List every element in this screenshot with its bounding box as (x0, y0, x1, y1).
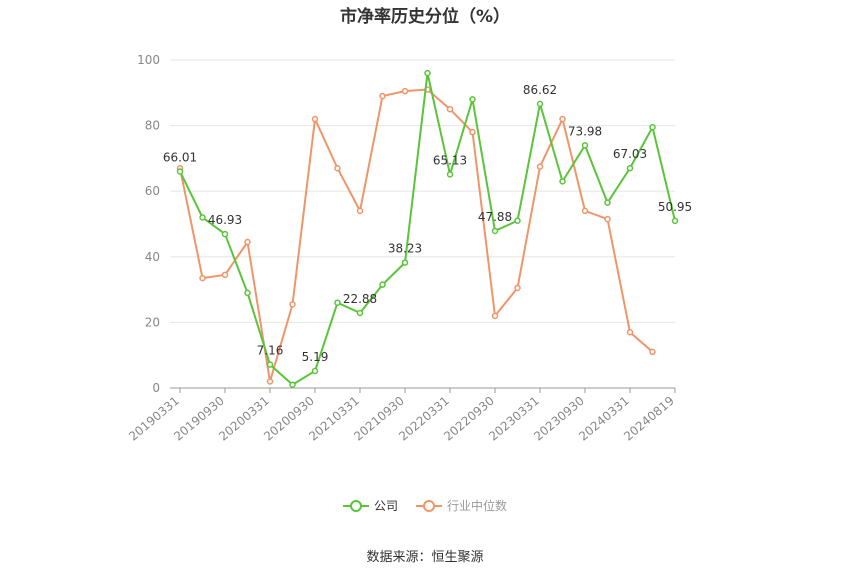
data-point-industry-median (446, 105, 454, 113)
data-point-industry-median (469, 128, 476, 136)
data-point-industry-median (581, 207, 589, 215)
data-point-company (266, 361, 274, 368)
data-point-company (671, 217, 679, 225)
y-tick-label: 20 (145, 315, 160, 329)
data-point-company (334, 299, 341, 306)
data-label: 47.88 (478, 210, 512, 224)
data-point-company (401, 259, 409, 266)
data-label: 46.93 (208, 213, 242, 227)
y-tick-label: 60 (145, 184, 160, 198)
y-tick-label: 40 (145, 250, 160, 264)
data-point-industry-median (221, 271, 229, 279)
legend-company-label: 公司 (373, 499, 398, 513)
data-label: 50.95 (658, 200, 692, 214)
data-point-industry-median (604, 215, 611, 223)
data-point-company (514, 217, 521, 224)
data-point-company (356, 309, 364, 317)
data-point-industry-median (491, 312, 499, 320)
data-point-industry-median (559, 115, 566, 123)
legend-company-symbol-icon (342, 499, 369, 513)
series-line-company (179, 72, 676, 386)
data-point-company (289, 381, 296, 388)
data-point-company (559, 178, 566, 185)
data-source: 数据来源：恒生聚源 (366, 550, 484, 565)
data-point-company (626, 164, 634, 172)
data-point-company (244, 289, 251, 297)
legend-item-company[interactable]: 公司 (342, 497, 398, 514)
y-tick-label: 80 (145, 119, 160, 133)
data-point-company (469, 96, 476, 103)
data-point-company (221, 230, 229, 238)
data-label: 7.16 (257, 344, 284, 358)
data-label: 22.88 (343, 292, 377, 306)
chart-title: 市净率历史分位（%） (339, 7, 511, 27)
legend-item-industry-median[interactable]: 行业中位数 (416, 497, 507, 514)
data-label: 73.98 (568, 124, 602, 138)
data-label: 67.03 (613, 147, 647, 161)
data-point-industry-median (536, 163, 544, 170)
data-point-company (176, 168, 184, 175)
data-point-company (379, 281, 386, 288)
data-point-industry-median (266, 378, 274, 385)
data-point-industry-median (649, 348, 656, 356)
legend-industry-symbol-icon (416, 499, 442, 513)
data-label: 38.23 (388, 242, 422, 256)
data-point-industry-median (626, 328, 634, 336)
data-point-industry-median (401, 87, 409, 95)
data-label: 86.62 (523, 83, 557, 97)
legend-industry-label: 行业中位数 (447, 499, 508, 513)
data-point-company (536, 100, 544, 108)
y-tick-label: 0 (152, 381, 160, 395)
y-tick-label: 100 (137, 53, 160, 67)
data-point-industry-median (334, 164, 341, 172)
data-point-industry-median (379, 92, 386, 100)
data-point-company (446, 171, 454, 178)
data-point-company (424, 69, 431, 77)
data-point-company (581, 142, 589, 149)
data-point-company (491, 227, 499, 235)
legend: 公司 行业中位数 (0, 497, 850, 514)
data-point-industry-median (514, 284, 521, 292)
data-point-industry-median (356, 207, 364, 215)
x-tick-label: 20240819 (621, 394, 677, 444)
data-point-industry-median (311, 115, 319, 123)
data-point-industry-median (289, 301, 296, 308)
data-point-company (199, 214, 206, 221)
data-point-industry-median (199, 274, 206, 282)
data-label: 65.13 (433, 153, 467, 167)
data-point-company (604, 199, 611, 206)
data-point-company (311, 367, 319, 375)
data-label: 66.01 (163, 150, 197, 164)
data-label: 5.19 (302, 350, 329, 364)
data-point-industry-median (244, 238, 251, 246)
data-point-company (649, 123, 656, 131)
